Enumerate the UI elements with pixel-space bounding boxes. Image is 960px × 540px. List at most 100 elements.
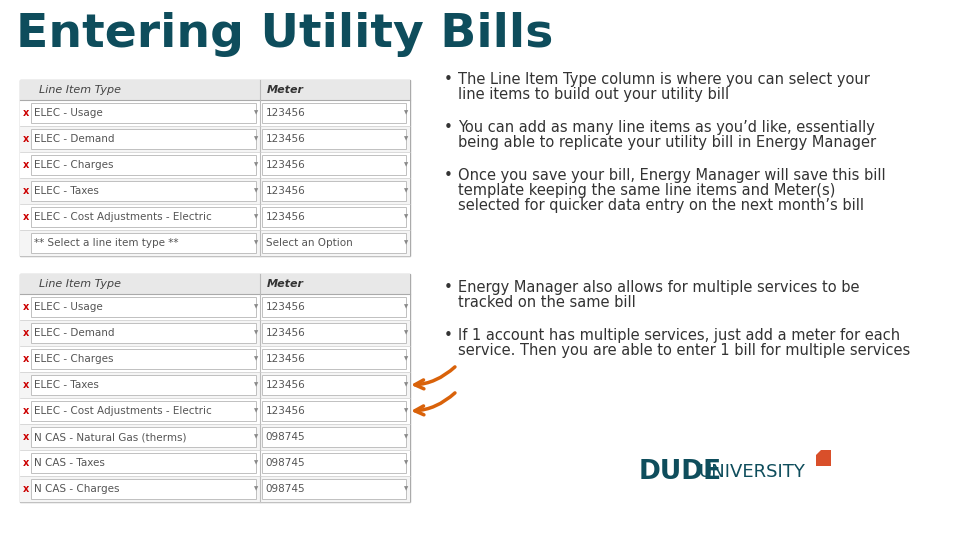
- FancyBboxPatch shape: [262, 233, 406, 253]
- Text: Meter: Meter: [267, 279, 303, 289]
- FancyBboxPatch shape: [19, 152, 410, 178]
- FancyBboxPatch shape: [262, 349, 406, 369]
- Text: x: x: [23, 484, 29, 494]
- Text: Select an Option: Select an Option: [266, 238, 352, 248]
- FancyBboxPatch shape: [19, 100, 410, 126]
- Text: 098745: 098745: [266, 484, 305, 494]
- Text: ELEC - Demand: ELEC - Demand: [34, 328, 114, 338]
- Text: ▼: ▼: [404, 408, 409, 414]
- FancyBboxPatch shape: [262, 375, 406, 395]
- Text: ▼: ▼: [254, 137, 258, 141]
- FancyBboxPatch shape: [19, 80, 410, 100]
- Polygon shape: [816, 450, 830, 466]
- Text: x: x: [23, 302, 29, 312]
- FancyBboxPatch shape: [31, 479, 256, 499]
- FancyBboxPatch shape: [19, 398, 410, 424]
- Text: Energy Manager also allows for multiple services to be: Energy Manager also allows for multiple …: [458, 280, 859, 295]
- Text: x: x: [23, 186, 29, 196]
- FancyBboxPatch shape: [19, 274, 410, 294]
- Text: ▼: ▼: [404, 163, 409, 167]
- FancyBboxPatch shape: [262, 207, 406, 227]
- Text: If 1 account has multiple services, just add a meter for each: If 1 account has multiple services, just…: [458, 328, 900, 343]
- FancyBboxPatch shape: [31, 375, 256, 395]
- Text: ▼: ▼: [254, 214, 258, 219]
- FancyBboxPatch shape: [31, 103, 256, 123]
- FancyBboxPatch shape: [31, 207, 256, 227]
- Text: ELEC - Cost Adjustments - Electric: ELEC - Cost Adjustments - Electric: [34, 406, 211, 416]
- FancyBboxPatch shape: [19, 230, 410, 256]
- Text: x: x: [23, 328, 29, 338]
- Text: ▼: ▼: [404, 461, 409, 465]
- Text: x: x: [23, 354, 29, 364]
- FancyBboxPatch shape: [262, 297, 406, 317]
- FancyBboxPatch shape: [262, 103, 406, 123]
- Text: ▼: ▼: [254, 382, 258, 388]
- Text: •: •: [444, 280, 452, 295]
- Text: ▼: ▼: [404, 305, 409, 309]
- Text: ▼: ▼: [404, 330, 409, 335]
- FancyBboxPatch shape: [262, 453, 406, 473]
- Text: x: x: [23, 380, 29, 390]
- Text: ELEC - Usage: ELEC - Usage: [34, 302, 103, 312]
- FancyBboxPatch shape: [31, 155, 256, 175]
- Text: •: •: [444, 168, 452, 183]
- Text: service. Then you are able to enter 1 bill for multiple services: service. Then you are able to enter 1 bi…: [458, 343, 910, 358]
- FancyBboxPatch shape: [31, 349, 256, 369]
- Text: ▼: ▼: [404, 382, 409, 388]
- Text: 123456: 123456: [266, 406, 305, 416]
- Text: DUDE: DUDE: [639, 459, 722, 485]
- Text: selected for quicker data entry on the next month’s bill: selected for quicker data entry on the n…: [458, 198, 864, 213]
- FancyBboxPatch shape: [262, 401, 406, 421]
- FancyBboxPatch shape: [19, 80, 410, 256]
- Text: 123456: 123456: [266, 380, 305, 390]
- FancyBboxPatch shape: [19, 424, 410, 450]
- FancyBboxPatch shape: [262, 155, 406, 175]
- Text: ▼: ▼: [404, 435, 409, 440]
- Text: •: •: [444, 328, 452, 343]
- Text: x: x: [23, 212, 29, 222]
- Text: line items to build out your utility bill: line items to build out your utility bil…: [458, 87, 729, 102]
- Text: ▼: ▼: [254, 305, 258, 309]
- Text: ** Select a line item type **: ** Select a line item type **: [34, 238, 179, 248]
- Text: ELEC - Cost Adjustments - Electric: ELEC - Cost Adjustments - Electric: [34, 212, 211, 222]
- Text: The Line Item Type column is where you can select your: The Line Item Type column is where you c…: [458, 72, 870, 87]
- Text: ▼: ▼: [254, 356, 258, 361]
- Text: ELEC - Charges: ELEC - Charges: [34, 354, 113, 364]
- Text: ▼: ▼: [404, 240, 409, 246]
- Text: x: x: [23, 160, 29, 170]
- Text: x: x: [23, 432, 29, 442]
- Text: ELEC - Taxes: ELEC - Taxes: [34, 186, 99, 196]
- Text: ▼: ▼: [254, 163, 258, 167]
- FancyBboxPatch shape: [19, 294, 410, 320]
- Text: ▼: ▼: [404, 137, 409, 141]
- Text: ▼: ▼: [404, 188, 409, 193]
- Text: ▼: ▼: [254, 330, 258, 335]
- Text: ▼: ▼: [254, 461, 258, 465]
- Text: ELEC - Taxes: ELEC - Taxes: [34, 380, 99, 390]
- Text: N CAS - Charges: N CAS - Charges: [34, 484, 119, 494]
- Text: 123456: 123456: [266, 328, 305, 338]
- Text: •: •: [444, 120, 452, 135]
- Text: Line Item Type: Line Item Type: [39, 279, 121, 289]
- Text: x: x: [23, 406, 29, 416]
- Text: •: •: [444, 72, 452, 87]
- FancyBboxPatch shape: [19, 126, 410, 152]
- Text: 098745: 098745: [266, 432, 305, 442]
- Text: ▼: ▼: [254, 188, 258, 193]
- Text: ▼: ▼: [254, 240, 258, 246]
- Text: 123456: 123456: [266, 302, 305, 312]
- Text: ELEC - Demand: ELEC - Demand: [34, 134, 114, 144]
- FancyBboxPatch shape: [19, 476, 410, 502]
- Text: UNIVERSITY: UNIVERSITY: [698, 463, 805, 481]
- Text: ▼: ▼: [254, 487, 258, 491]
- Text: Meter: Meter: [267, 85, 303, 95]
- Text: 123456: 123456: [266, 354, 305, 364]
- Text: x: x: [23, 458, 29, 468]
- Text: ▼: ▼: [404, 487, 409, 491]
- Text: 123456: 123456: [266, 160, 305, 170]
- FancyBboxPatch shape: [19, 346, 410, 372]
- FancyBboxPatch shape: [31, 233, 256, 253]
- FancyBboxPatch shape: [262, 479, 406, 499]
- Text: 123456: 123456: [266, 186, 305, 196]
- FancyBboxPatch shape: [31, 129, 256, 149]
